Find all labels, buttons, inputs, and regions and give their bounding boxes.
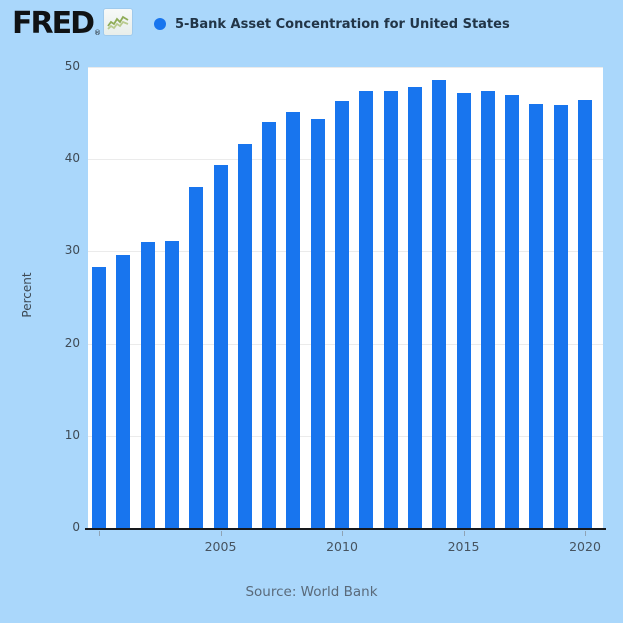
y-axis-title: Percent xyxy=(20,272,34,318)
bar-2001[interactable] xyxy=(116,255,131,528)
x-tick-mark-2010 xyxy=(342,531,343,536)
gridline-50 xyxy=(88,67,603,68)
bar-2020[interactable] xyxy=(578,100,592,528)
bar-2009[interactable] xyxy=(310,118,325,528)
x-axis-line xyxy=(85,528,606,530)
bar-2006[interactable] xyxy=(237,143,252,528)
bar-2012[interactable] xyxy=(383,90,398,528)
bar-2000[interactable] xyxy=(92,267,106,528)
y-tick-label-50: 50 xyxy=(64,59,80,73)
bar-2004[interactable] xyxy=(189,186,204,528)
y-tick-label-10: 10 xyxy=(64,427,80,442)
x-tick-mark-2000 xyxy=(99,531,100,536)
bar-2019[interactable] xyxy=(553,104,568,528)
bar-2017[interactable] xyxy=(505,94,520,528)
x-tick-label-2010: 2010 xyxy=(326,539,358,554)
legend-item[interactable]: 5-Bank Asset Concentration for United St… xyxy=(154,17,510,32)
x-tick-mark-2005 xyxy=(220,531,222,536)
bar-2015[interactable] xyxy=(456,92,471,528)
y-tick-label-40: 40 xyxy=(64,151,80,166)
x-tick-label-2015: 2015 xyxy=(447,539,480,554)
bar-2007[interactable] xyxy=(262,122,277,528)
bar-2014[interactable] xyxy=(432,79,447,528)
y-tick-label-30: 30 xyxy=(64,243,80,258)
x-tick-label-2005: 2005 xyxy=(204,539,237,554)
header: FRED ® 5-Bank Asset Concentration for Un… xyxy=(12,7,510,41)
bar-2008[interactable] xyxy=(286,112,301,528)
bar-2005[interactable] xyxy=(213,164,228,528)
plot-area xyxy=(88,67,603,528)
bar-2011[interactable] xyxy=(359,90,374,528)
bar-2003[interactable] xyxy=(164,241,179,528)
x-tick-mark-2015 xyxy=(463,531,465,536)
fred-logo-text: FRED xyxy=(12,6,95,41)
y-tick-label-20: 20 xyxy=(64,335,80,350)
source-note: Source: World Bank xyxy=(245,584,378,600)
bar-2010[interactable] xyxy=(335,101,349,528)
bar-2016[interactable] xyxy=(480,90,495,528)
x-tick-label-2020: 2020 xyxy=(569,539,601,554)
bar-2018[interactable] xyxy=(529,103,544,528)
registered-trademark: ® xyxy=(94,29,101,37)
y-tick-label-0: 0 xyxy=(72,520,80,534)
fred-sparkline-icon xyxy=(104,9,132,35)
legend-dot-icon xyxy=(154,18,166,30)
series-title: 5-Bank Asset Concentration for United St… xyxy=(175,16,510,32)
bar-2013[interactable] xyxy=(407,87,422,528)
bar-2002[interactable] xyxy=(140,242,155,528)
fred-logo[interactable]: FRED ® xyxy=(12,9,132,39)
x-tick-mark-2020 xyxy=(585,531,586,536)
